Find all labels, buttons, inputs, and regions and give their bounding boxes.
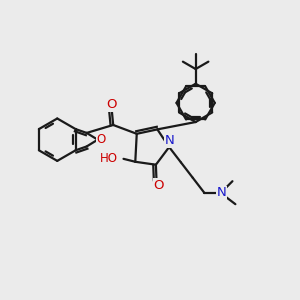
Text: O: O [153, 178, 164, 191]
Text: N: N [216, 187, 226, 200]
Text: N: N [165, 134, 175, 147]
Text: HO: HO [100, 152, 118, 165]
Text: O: O [106, 98, 117, 111]
Text: O: O [97, 133, 106, 146]
